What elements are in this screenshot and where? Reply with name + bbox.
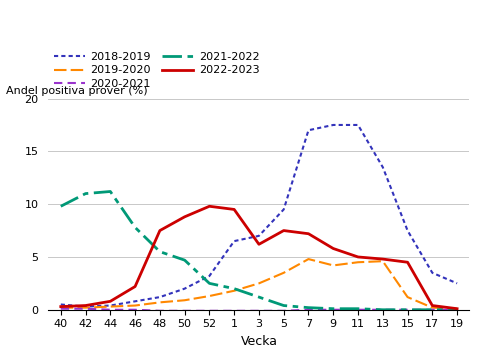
Legend: 2018-2019, 2019-2020, 2020-2021, 2021-2022, 2022-2023: 2018-2019, 2019-2020, 2020-2021, 2021-20… — [54, 52, 259, 89]
X-axis label: Vecka: Vecka — [241, 335, 277, 348]
Text: Andel positiva prover (%): Andel positiva prover (%) — [6, 87, 148, 96]
